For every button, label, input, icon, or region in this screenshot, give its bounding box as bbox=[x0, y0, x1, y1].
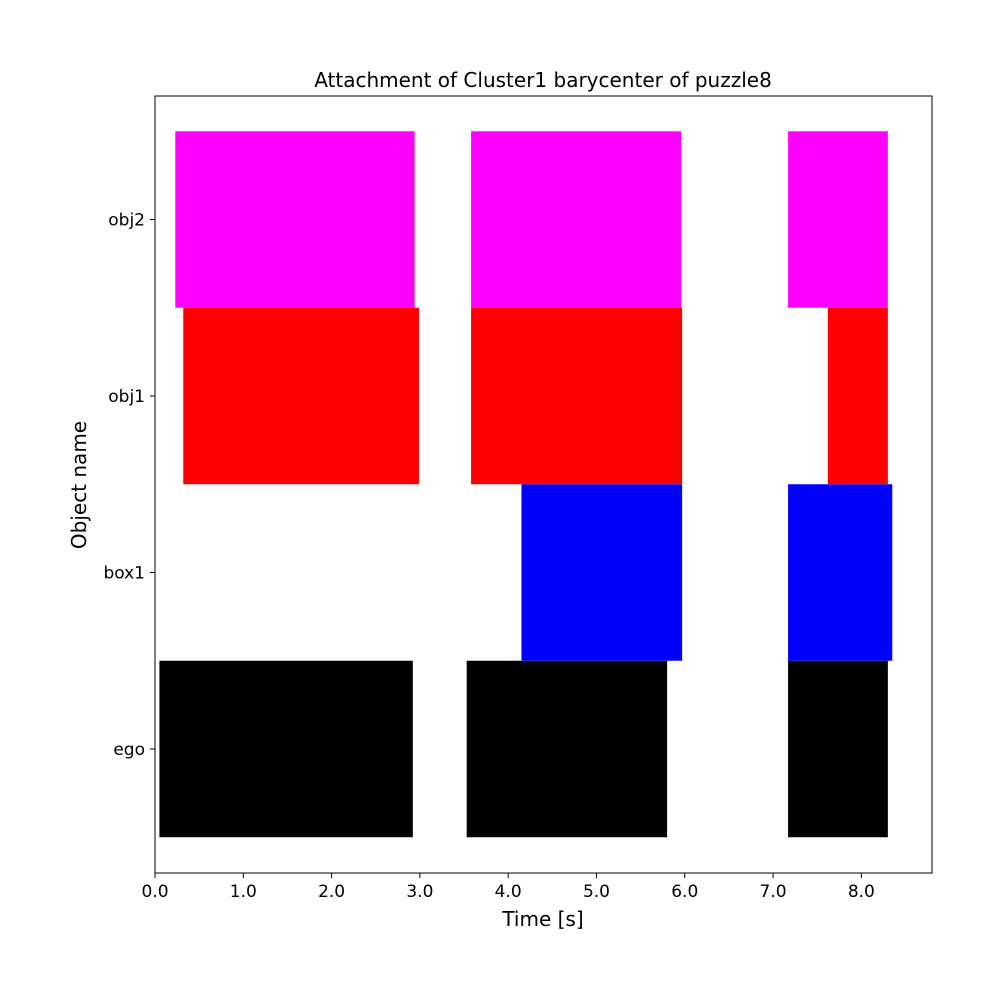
bar-obj2-2 bbox=[788, 131, 888, 308]
x-tick-label: 3.0 bbox=[406, 882, 433, 902]
chart-title: Attachment of Cluster1 barycenter of puz… bbox=[314, 68, 772, 92]
y-axis: ego box1 obj1 obj2 bbox=[103, 211, 155, 760]
x-tick-label: 6.0 bbox=[671, 882, 698, 902]
bar-obj1-0 bbox=[183, 307, 420, 485]
x-tick-label: 7.0 bbox=[760, 882, 787, 902]
x-tick-label: 5.0 bbox=[583, 882, 610, 902]
plot-area-frame bbox=[154, 95, 933, 874]
bar-ego-2 bbox=[788, 660, 888, 838]
y-tick-label-ego: ego bbox=[113, 740, 145, 760]
bar-obj2-1 bbox=[471, 131, 682, 308]
x-axis: 0.0 1.0 2.0 3.0 4.0 5.0 6.0 7.0 8.0 bbox=[141, 873, 875, 902]
x-tick-label: 2.0 bbox=[318, 882, 345, 902]
bar-obj2-0 bbox=[175, 131, 415, 308]
y-axis-label: Object name bbox=[67, 421, 91, 549]
bar-box1-1 bbox=[788, 484, 893, 661]
x-tick-label: 8.0 bbox=[848, 882, 875, 902]
y-tick-label-obj1: obj1 bbox=[108, 387, 145, 407]
bar-ego-1 bbox=[466, 660, 668, 838]
x-axis-label: Time [s] bbox=[501, 907, 583, 931]
x-tick-label: 1.0 bbox=[230, 882, 257, 902]
x-tick-label: 4.0 bbox=[495, 882, 522, 902]
bar-ego-0 bbox=[159, 660, 413, 838]
bar-obj1-1 bbox=[471, 307, 683, 485]
bars-layer bbox=[159, 131, 893, 838]
bar-box1-0 bbox=[521, 484, 683, 661]
y-tick-label-box1: box1 bbox=[103, 564, 145, 584]
x-tick-label: 0.0 bbox=[141, 882, 168, 902]
bar-obj1-2 bbox=[827, 307, 888, 485]
y-tick-label-obj2: obj2 bbox=[108, 211, 145, 231]
